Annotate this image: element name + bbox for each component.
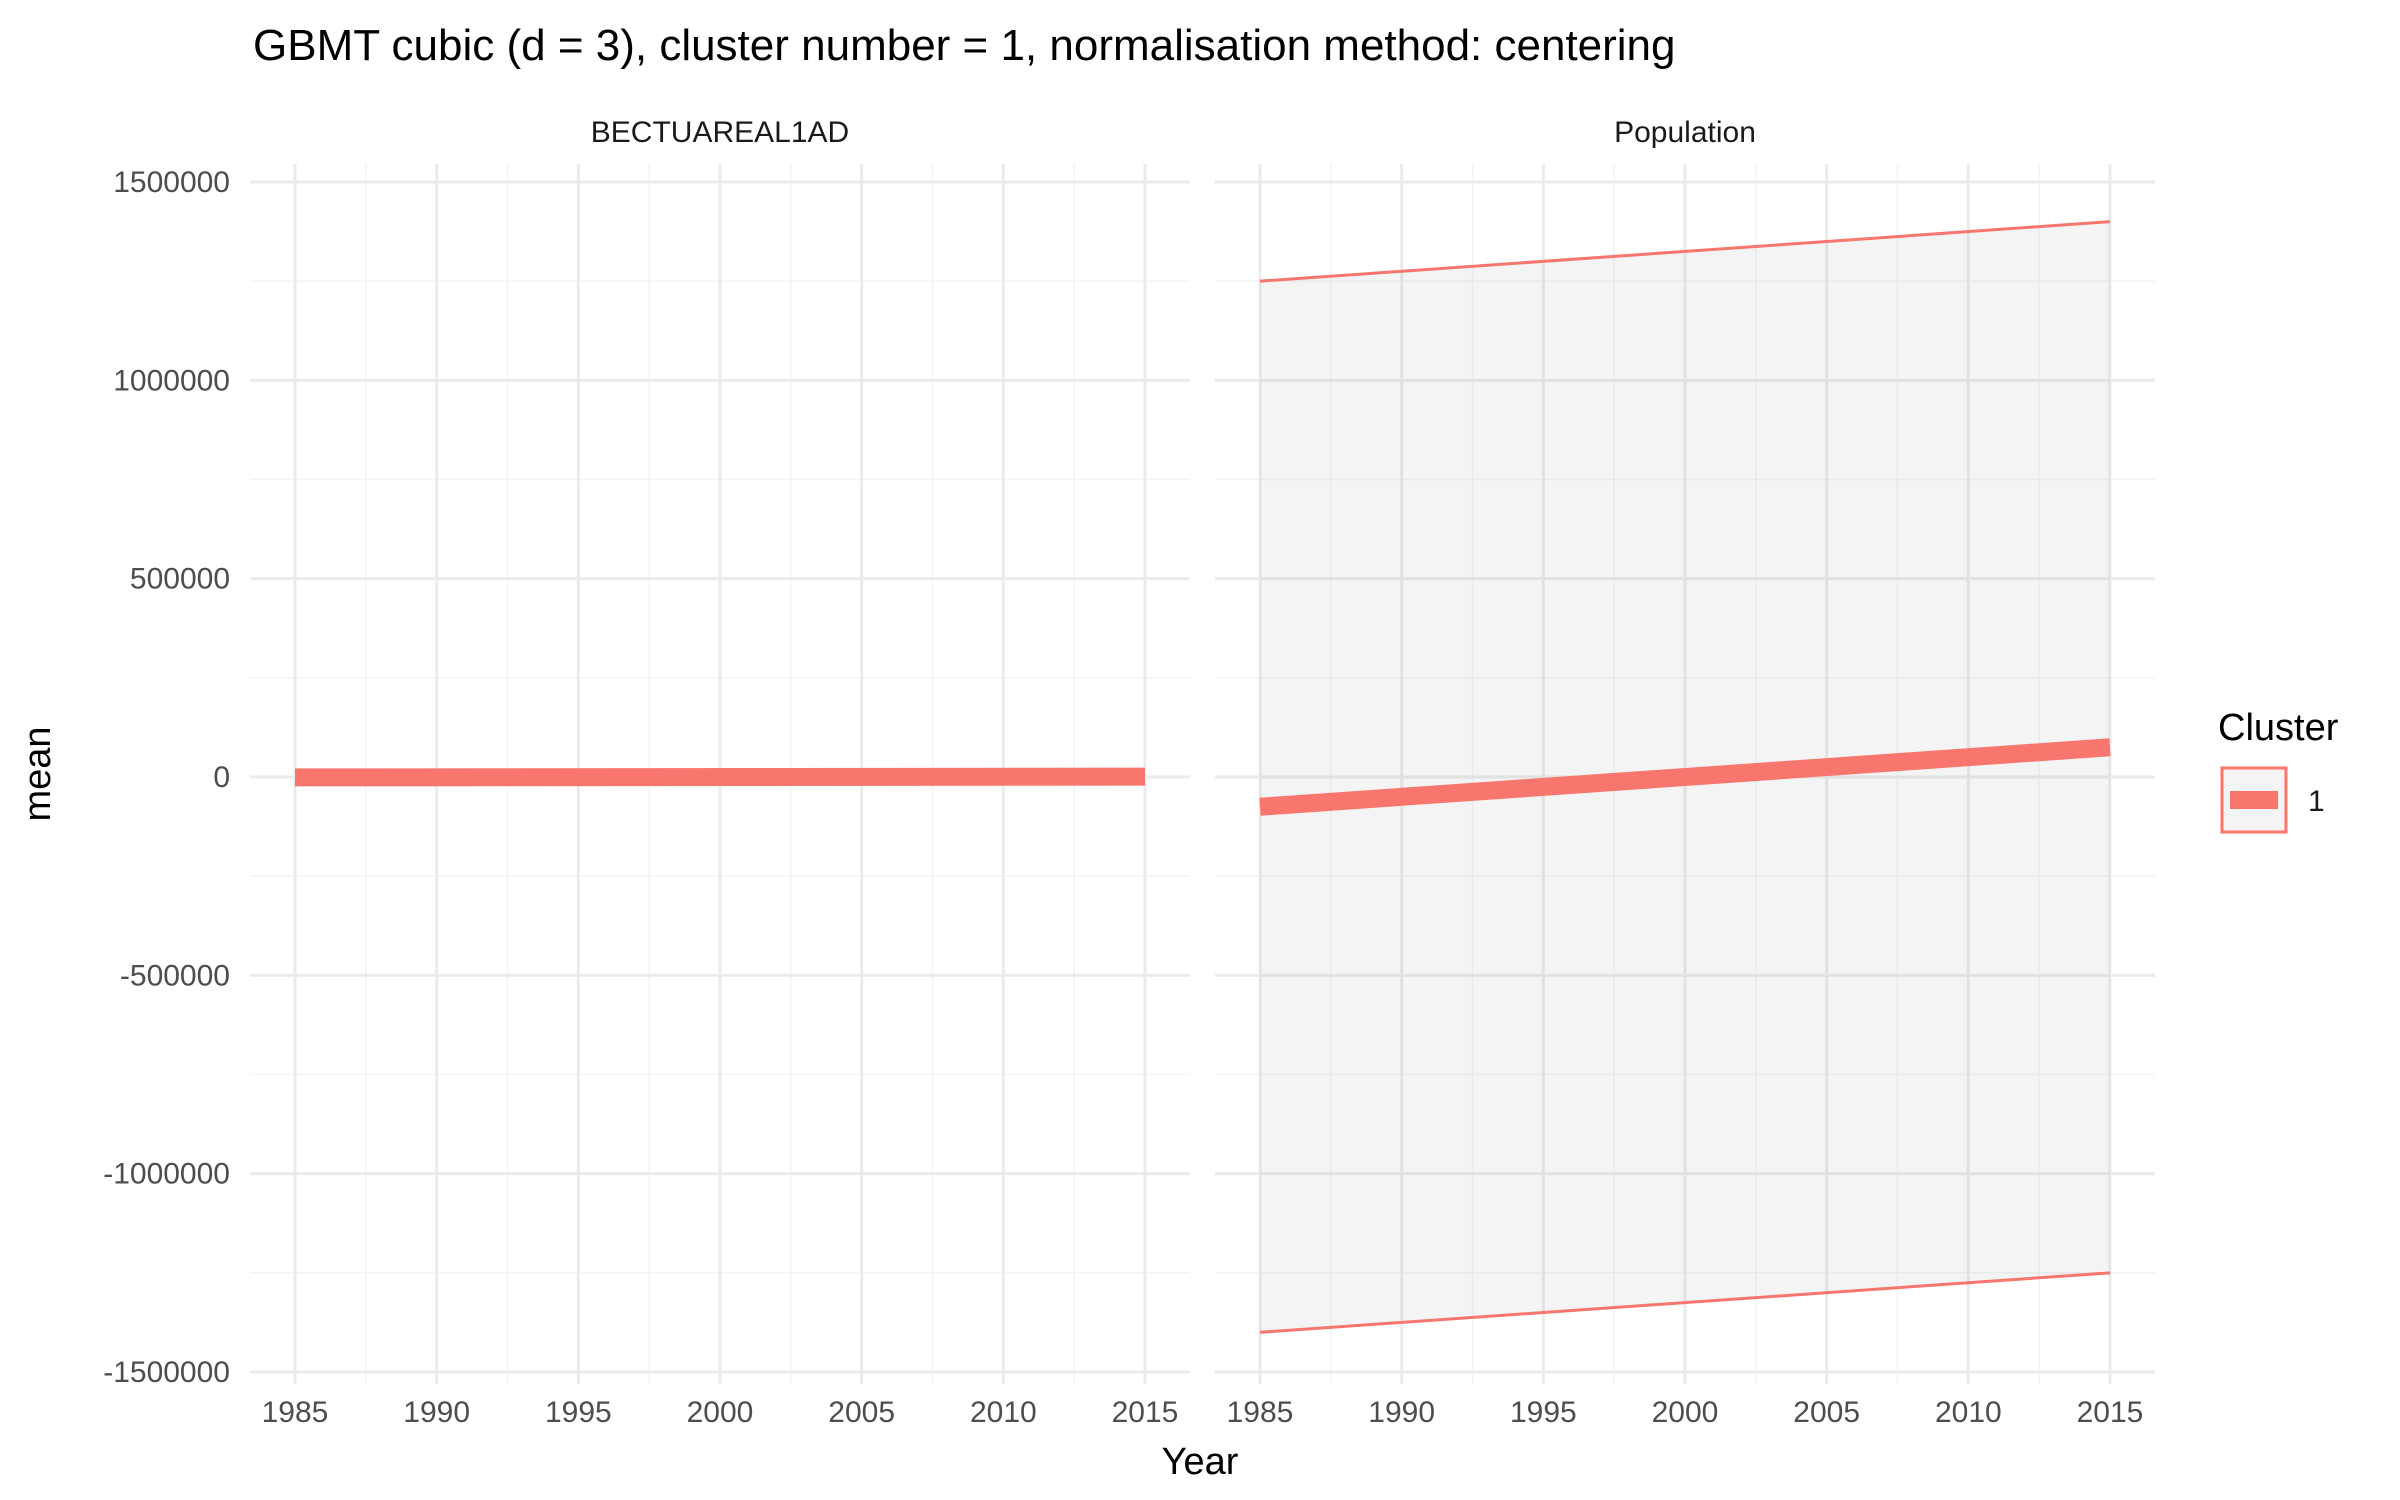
facet-panel-2: Population 1985 1990 1995 2000 2005 2010 2015 bbox=[1215, 116, 2155, 1429]
x-tick-label: 2010 bbox=[970, 1396, 1037, 1429]
x-tick-label: 1995 bbox=[545, 1396, 612, 1429]
x-tick-label: 2015 bbox=[2077, 1396, 2144, 1429]
facet-panel-1: BECTUAREAL1AD 1985 1990 1995 2000 2005 2010 201… bbox=[103, 116, 1190, 1429]
chart-title: GBMT cubic (d = 3), cluster number = 1, … bbox=[253, 21, 1676, 70]
legend-entries: 1 bbox=[2220, 766, 2325, 834]
x-axis-title: Year bbox=[1162, 1441, 1239, 1483]
x-tick-label: 2005 bbox=[828, 1396, 895, 1429]
legend-title: Cluster bbox=[2218, 707, 2339, 749]
y-axis-title: mean bbox=[17, 726, 59, 821]
upper-bound-line bbox=[1259, 220, 2111, 283]
y-tick-label: 500000 bbox=[130, 563, 230, 596]
x-tick-label: 1990 bbox=[403, 1396, 470, 1429]
facet-strip-label: Population bbox=[1614, 116, 1756, 149]
facet-panels: BECTUAREAL1AD 1985 1990 1995 2000 2005 2010 201… bbox=[103, 116, 2155, 1429]
y-tick-label: -1500000 bbox=[103, 1356, 230, 1389]
y-tick-label: 1000000 bbox=[113, 364, 230, 397]
x-tick-label: 2000 bbox=[687, 1396, 754, 1429]
y-tick-label: 0 bbox=[213, 761, 230, 794]
x-tick-label: 1985 bbox=[1227, 1396, 1294, 1429]
y-tick-label: 1500000 bbox=[113, 166, 230, 199]
legend-key bbox=[2220, 766, 2288, 834]
x-tick-label: 2015 bbox=[1112, 1396, 1179, 1429]
legend: Cluster 1 bbox=[2218, 707, 2339, 834]
y-tick-label: -1000000 bbox=[103, 1158, 230, 1191]
x-tick-label: 1990 bbox=[1368, 1396, 1435, 1429]
y-tick-label: -500000 bbox=[120, 959, 230, 992]
facet-strip-label: BECTUAREAL1AD bbox=[591, 116, 849, 149]
x-tick-label: 2000 bbox=[1652, 1396, 1719, 1429]
x-tick-label: 2005 bbox=[1793, 1396, 1860, 1429]
x-tick-label: 1995 bbox=[1510, 1396, 1577, 1429]
x-tick-label: 2010 bbox=[1935, 1396, 2002, 1429]
x-tick-label: 1985 bbox=[262, 1396, 329, 1429]
lower-bound-line bbox=[1259, 1271, 2111, 1334]
legend-entry-label: 1 bbox=[2308, 785, 2325, 818]
mean-line bbox=[294, 767, 1146, 787]
mean-line bbox=[1259, 738, 2111, 816]
